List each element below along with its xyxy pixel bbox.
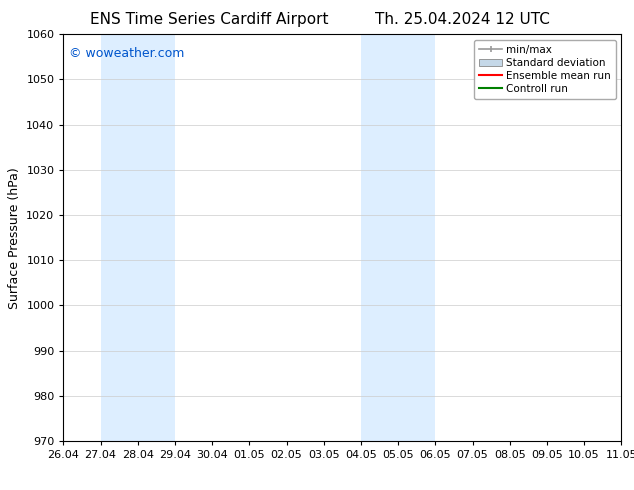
Text: © woweather.com: © woweather.com xyxy=(69,47,184,59)
Text: Th. 25.04.2024 12 UTC: Th. 25.04.2024 12 UTC xyxy=(375,12,550,27)
Bar xyxy=(621,34,634,441)
Text: ENS Time Series Cardiff Airport: ENS Time Series Cardiff Airport xyxy=(90,12,328,27)
Legend: min/max, Standard deviation, Ensemble mean run, Controll run: min/max, Standard deviation, Ensemble me… xyxy=(474,40,616,99)
Bar xyxy=(101,34,175,441)
Bar xyxy=(361,34,436,441)
Y-axis label: Surface Pressure (hPa): Surface Pressure (hPa) xyxy=(8,167,21,309)
